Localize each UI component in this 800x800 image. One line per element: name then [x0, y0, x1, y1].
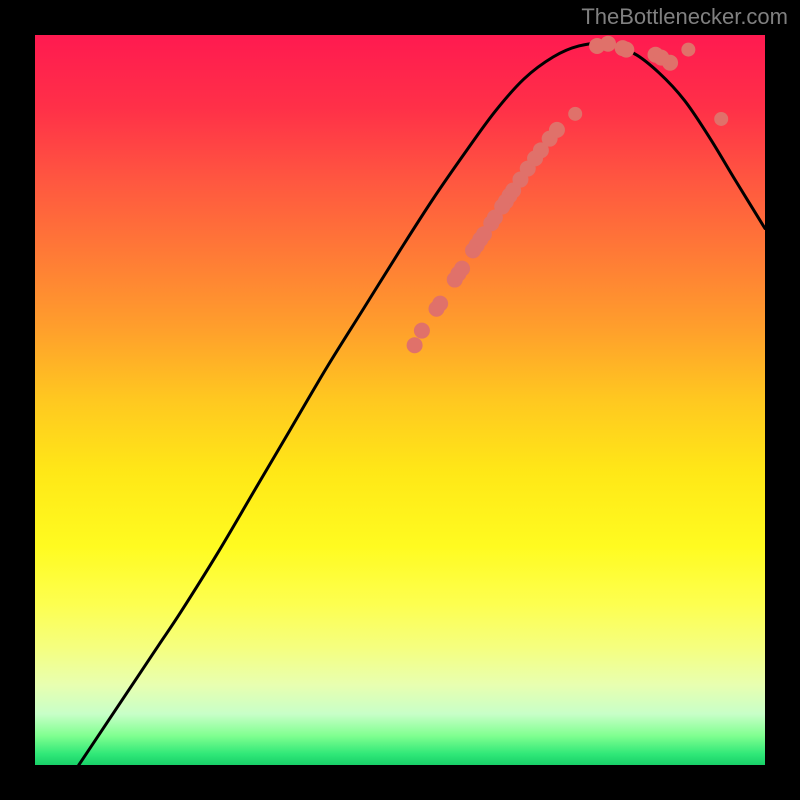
chart-container: TheBottlenecker.com	[0, 0, 800, 800]
bottleneck-curve-chart	[35, 35, 765, 765]
plot-area	[35, 35, 765, 765]
data-marker	[714, 112, 728, 126]
data-marker	[662, 55, 678, 71]
data-marker	[432, 296, 448, 312]
data-marker	[549, 122, 565, 138]
attribution-text: TheBottlenecker.com	[581, 4, 788, 30]
data-marker	[568, 107, 582, 121]
data-marker	[618, 42, 634, 58]
data-marker	[454, 261, 470, 277]
data-marker	[681, 43, 695, 57]
data-marker	[414, 323, 430, 339]
gradient-background	[35, 35, 765, 765]
data-marker	[407, 337, 423, 353]
data-marker	[600, 36, 616, 52]
